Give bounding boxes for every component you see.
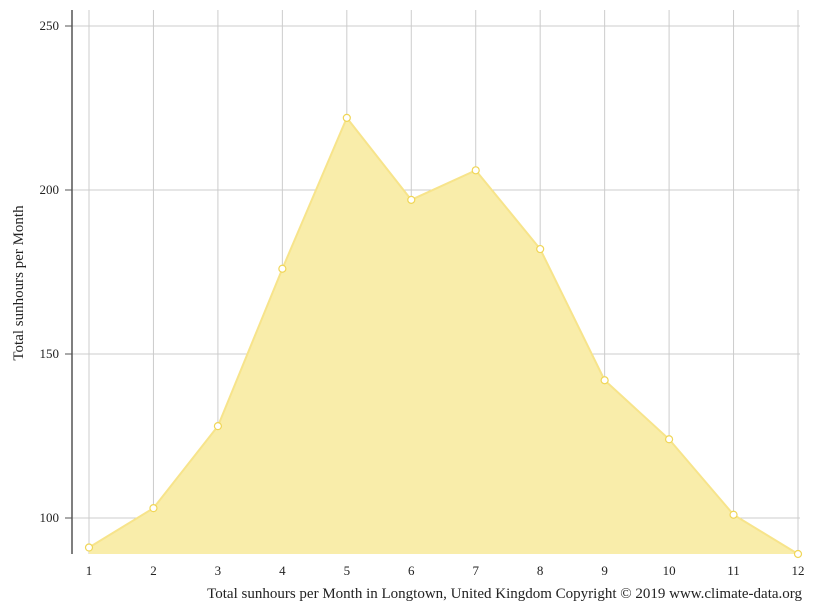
- x-tick-label: 10: [663, 563, 676, 578]
- y-tick-label: 150: [40, 346, 60, 361]
- y-tick-label: 250: [40, 18, 60, 33]
- y-axis-title: Total sunhours per Month: [11, 205, 27, 361]
- sunhours-area: [89, 117, 798, 554]
- x-tick-label: 6: [408, 563, 415, 578]
- y-tick-labels: 100 150 200 250: [40, 18, 72, 525]
- x-tick-label: 12: [792, 563, 805, 578]
- chart-caption: Total sunhours per Month in Longtown, Un…: [207, 586, 802, 602]
- data-point: [793, 549, 803, 559]
- x-tick-label: 11: [727, 563, 740, 578]
- x-tick-labels: 1 2 3 4 5 6 7 8 9 10 11 12: [86, 563, 805, 578]
- y-tick-label: 100: [40, 510, 60, 525]
- data-point: [729, 510, 738, 519]
- data-point: [278, 264, 287, 273]
- data-point: [536, 244, 545, 254]
- x-tick-label: 3: [215, 563, 222, 578]
- data-point: [471, 166, 480, 175]
- x-tick-label: 9: [601, 563, 608, 578]
- x-tick-label: 7: [472, 563, 479, 578]
- data-point: [213, 422, 223, 431]
- x-tick-label: 1: [86, 563, 93, 578]
- data-point: [84, 543, 94, 552]
- data-point: [600, 376, 609, 385]
- data-point: [149, 504, 158, 513]
- y-tick-label: 200: [40, 182, 60, 197]
- data-point: [664, 435, 674, 444]
- x-tick-label: 4: [279, 563, 286, 578]
- sunhours-series-line: [88, 115, 799, 555]
- data-point: [407, 195, 416, 204]
- x-tick-label: 5: [344, 563, 351, 578]
- data-point: [342, 113, 351, 122]
- data-points: [84, 113, 803, 559]
- x-tick-label: 2: [150, 563, 157, 578]
- x-tick-label: 8: [537, 563, 544, 578]
